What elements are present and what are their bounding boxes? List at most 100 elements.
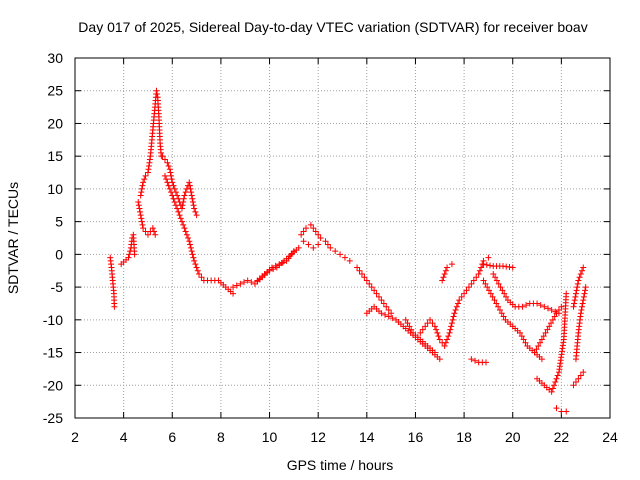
data-point <box>563 408 570 415</box>
data-point <box>290 248 297 255</box>
data-point <box>354 264 361 271</box>
data-point <box>503 293 510 300</box>
data-point <box>495 280 502 287</box>
data-point <box>580 297 587 304</box>
x-tick-label: 10 <box>262 429 278 445</box>
y-tick-label: -15 <box>43 345 63 361</box>
data-point <box>495 303 502 310</box>
y-tick-label: 25 <box>47 83 63 99</box>
data-point <box>486 287 493 294</box>
data-point <box>555 307 562 313</box>
data-point <box>149 225 156 232</box>
data-point <box>427 316 434 323</box>
data-point <box>571 300 578 307</box>
data-series <box>107 254 118 310</box>
data-point <box>574 280 581 287</box>
data-point <box>175 208 182 215</box>
data-point <box>151 228 158 235</box>
y-tick-label: 20 <box>47 115 63 131</box>
data-point <box>233 282 240 289</box>
data-point <box>448 261 455 268</box>
data-point <box>548 388 555 395</box>
data-point <box>131 251 138 258</box>
data-point <box>189 199 196 205</box>
data-point <box>540 333 547 340</box>
data-point <box>444 336 451 343</box>
data-point <box>312 228 319 235</box>
data-point <box>404 320 411 327</box>
data-point <box>186 238 193 245</box>
data-point <box>138 218 145 225</box>
data-point <box>431 323 438 330</box>
x-tick-label: 6 <box>168 429 176 445</box>
data-point <box>300 238 307 245</box>
data-point <box>582 284 589 291</box>
data-point <box>310 225 317 232</box>
data-point <box>517 329 524 336</box>
data-point <box>578 307 585 313</box>
data-point <box>544 305 551 312</box>
data-point <box>144 231 151 238</box>
data-point <box>182 228 189 235</box>
data-point <box>180 195 187 202</box>
data-point <box>581 290 588 297</box>
data-point <box>188 189 195 196</box>
data-point <box>519 303 526 310</box>
data-point <box>295 244 302 251</box>
data-point <box>499 287 506 294</box>
y-tick-label: -10 <box>43 312 63 328</box>
data-point <box>470 277 477 284</box>
data-point <box>378 297 385 304</box>
data-point <box>371 287 378 294</box>
data-point <box>188 192 195 199</box>
data-point <box>268 264 275 271</box>
data-point <box>186 179 193 186</box>
data-point <box>433 326 440 333</box>
data-point <box>383 303 390 310</box>
x-tick-label: 20 <box>505 429 521 445</box>
data-point <box>476 267 483 274</box>
data-point <box>192 208 199 215</box>
y-axis-title: SDTVAR / TECUs <box>5 182 21 294</box>
grid <box>75 58 610 418</box>
data-point <box>475 271 482 277</box>
data-series <box>300 238 322 251</box>
data-point <box>493 277 500 284</box>
data-point <box>315 231 322 238</box>
data-series <box>553 405 570 415</box>
data-point <box>167 169 174 176</box>
data-point <box>174 205 181 212</box>
data-point <box>192 261 199 268</box>
data-series <box>480 277 545 363</box>
data-point <box>473 274 480 281</box>
data-point <box>188 248 195 255</box>
data-point <box>549 316 556 323</box>
data-point <box>298 231 305 238</box>
data-point <box>196 271 203 277</box>
tick-labels: 2 4 6 8 10 12 14 16 18 20 22 24302520151050-5-10-15… <box>43 50 618 445</box>
data-point <box>324 241 331 248</box>
data-point <box>465 284 472 291</box>
data-point <box>135 199 142 205</box>
data-point <box>363 277 370 284</box>
data-point <box>300 228 307 235</box>
data-point <box>163 176 170 183</box>
data-point <box>576 274 583 281</box>
data-point <box>577 271 584 277</box>
data-point <box>580 264 587 271</box>
data-point <box>572 379 579 385</box>
data-point <box>537 302 544 309</box>
data-point <box>136 205 143 212</box>
x-tick-label: 24 <box>602 429 618 445</box>
data-point <box>161 156 168 163</box>
data-point <box>472 357 479 364</box>
data-point <box>491 297 498 304</box>
data-point <box>461 290 468 297</box>
data-point <box>463 287 470 294</box>
data-point <box>482 359 489 366</box>
data-point <box>137 192 144 199</box>
data-point <box>166 166 173 173</box>
data-point <box>436 336 443 343</box>
data-point <box>187 185 194 192</box>
data-point <box>139 221 146 228</box>
